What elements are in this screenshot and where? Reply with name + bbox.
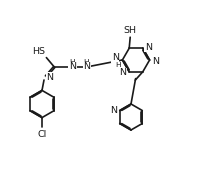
- Text: HS: HS: [32, 47, 45, 56]
- Text: N: N: [120, 68, 127, 77]
- Text: N: N: [69, 63, 76, 71]
- Text: SH: SH: [124, 26, 137, 35]
- Text: H: H: [83, 59, 89, 65]
- Text: N: N: [47, 73, 54, 82]
- Text: N: N: [83, 63, 90, 71]
- Text: H: H: [69, 59, 75, 65]
- Text: N: N: [110, 106, 117, 115]
- Text: H: H: [115, 62, 121, 68]
- Text: N: N: [152, 56, 159, 66]
- Text: N: N: [145, 43, 152, 52]
- Text: N: N: [112, 53, 119, 62]
- Text: Cl: Cl: [37, 130, 47, 139]
